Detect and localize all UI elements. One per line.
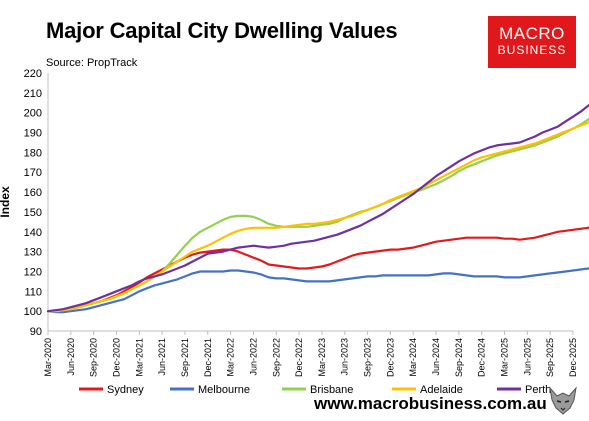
x-tick-label: Mar-2022 xyxy=(226,338,236,377)
x-tick-label: Jun-2024 xyxy=(431,338,441,376)
x-tick-label: Sep-2025 xyxy=(545,338,555,377)
y-tick-label: 220 xyxy=(24,68,42,80)
chart-source: Source: PropTrack xyxy=(46,57,138,69)
y-tick-label: 130 xyxy=(24,247,42,259)
y-tick-label: 200 xyxy=(24,108,42,120)
series-line-brisbane xyxy=(46,117,589,313)
y-tick-label: 210 xyxy=(24,88,42,100)
y-tick-label: 110 xyxy=(24,286,42,298)
x-tick-label: Jun-2025 xyxy=(522,338,532,376)
series-line-melbourne xyxy=(46,267,589,314)
x-tick-label: Mar-2023 xyxy=(317,338,327,377)
x-tick-label: Sep-2021 xyxy=(180,338,190,377)
x-tick-label: Sep-2023 xyxy=(363,338,373,377)
y-tick-label: 140 xyxy=(24,227,42,239)
y-tick-label: 100 xyxy=(24,306,42,318)
x-tick-label: Dec-2021 xyxy=(203,338,213,377)
x-tick-label: Mar-2021 xyxy=(134,338,144,377)
y-tick-label: 150 xyxy=(24,207,42,219)
y-axis-label: Index xyxy=(0,186,12,218)
x-tick-label: Dec-2023 xyxy=(385,338,395,377)
y-tick-label: 160 xyxy=(24,187,42,199)
x-tick-label: Sep-2024 xyxy=(454,338,464,377)
x-tick-label: Mar-2025 xyxy=(500,338,510,377)
series-line-adelaide xyxy=(46,120,589,313)
legend-label-brisbane: Brisbane xyxy=(310,384,353,396)
macrobusiness-logo: MACRO BUSINESS xyxy=(488,16,576,68)
x-tick-label: Jun-2022 xyxy=(248,338,258,376)
y-tick-label: 90 xyxy=(30,326,42,338)
x-tick-label: Jun-2020 xyxy=(66,338,76,376)
logo-line-2: BUSINESS xyxy=(497,43,567,57)
y-tick-label: 170 xyxy=(24,167,42,179)
x-tick-label: Jun-2021 xyxy=(157,338,167,376)
x-tick-label: Dec-2025 xyxy=(568,338,578,377)
wolf-logo-icon xyxy=(549,386,577,415)
x-tick-label: Sep-2022 xyxy=(271,338,281,377)
series-line-perth xyxy=(46,103,589,313)
legend-label-melbourne: Melbourne xyxy=(198,384,250,396)
x-tick-label: Dec-2020 xyxy=(111,338,121,377)
x-tick-label: Dec-2022 xyxy=(294,338,304,377)
legend-label-sydney: Sydney xyxy=(107,384,144,396)
y-tick-label: 180 xyxy=(24,147,42,159)
x-tick-label: Mar-2024 xyxy=(408,338,418,377)
legend-label-perth: Perth xyxy=(525,384,551,396)
x-tick-label: Dec-2024 xyxy=(477,338,487,377)
x-tick-label: Sep-2020 xyxy=(89,338,99,377)
website-watermark: www.macrobusiness.com.au xyxy=(314,394,547,413)
chart-title: Major Capital City Dwelling Values xyxy=(46,18,398,43)
y-tick-label: 190 xyxy=(24,128,42,140)
x-tick-label: Jun-2023 xyxy=(340,338,350,376)
y-tick-label: 120 xyxy=(24,266,42,278)
legend-label-adelaide: Adelaide xyxy=(420,384,463,396)
logo-line-1: MACRO xyxy=(499,24,565,43)
x-tick-label: Mar-2020 xyxy=(43,338,53,377)
